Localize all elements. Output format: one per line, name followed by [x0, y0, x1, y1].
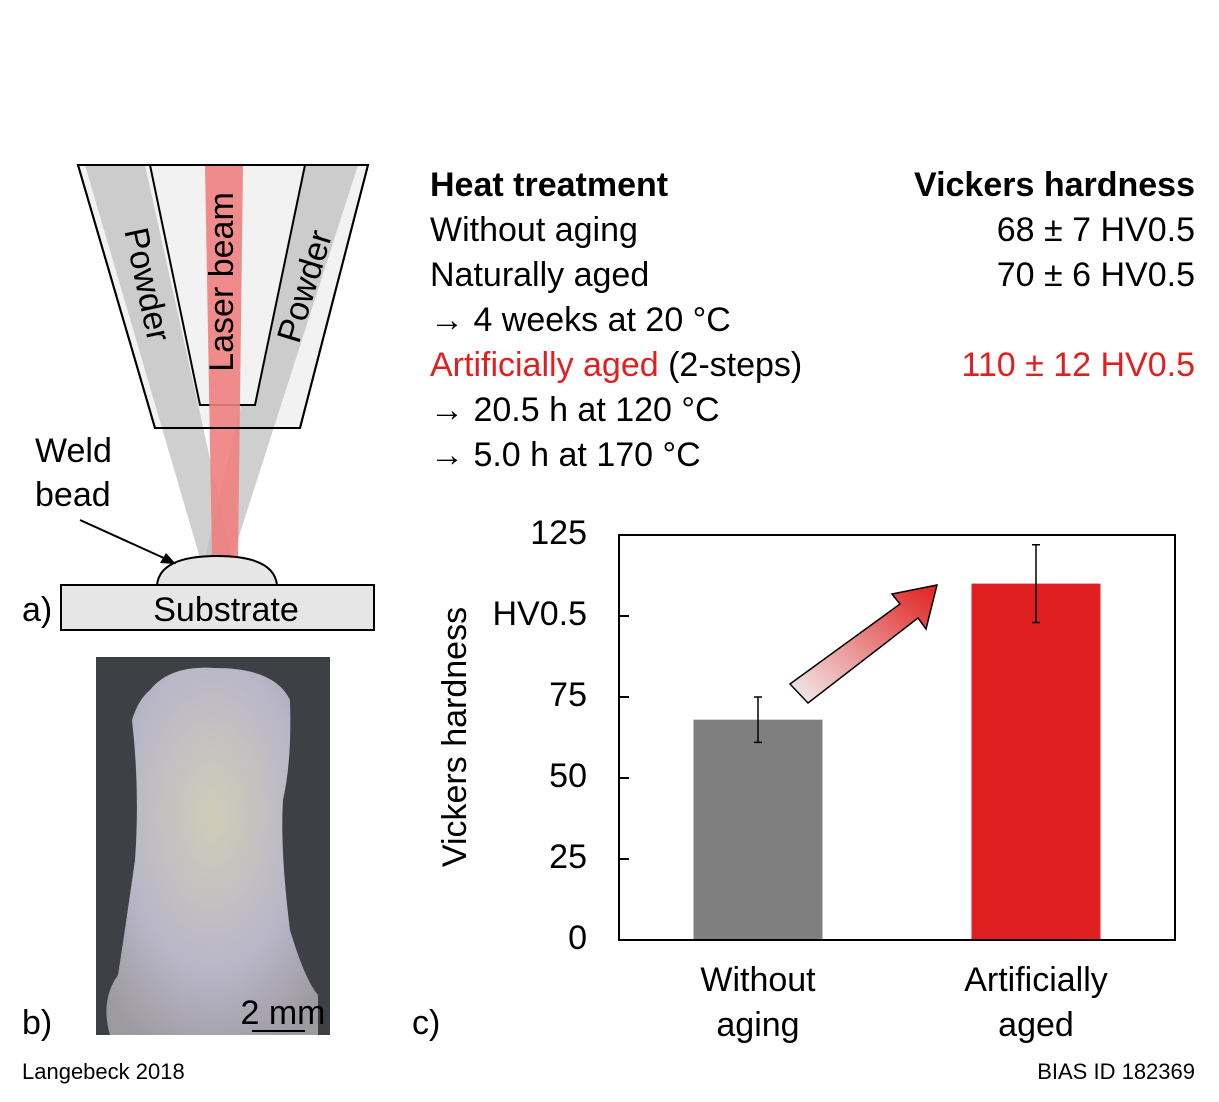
- y-axis-label: Vickers hardness: [436, 607, 474, 867]
- table-header: Vickers hardness: [914, 166, 1195, 204]
- panel-label: a): [22, 591, 52, 629]
- footer-right: BIAS ID 182369: [1037, 1059, 1195, 1084]
- micrograph: [96, 657, 330, 1035]
- step: → 20.5 h at 120 °C: [430, 391, 720, 429]
- bar: [971, 583, 1101, 940]
- weld-label: Weld: [35, 432, 112, 470]
- note: (2-steps): [668, 346, 803, 384]
- error-bar: [1032, 543, 1040, 624]
- table-header: Heat treatment: [430, 166, 669, 204]
- step: → 4 weeks at 20 °C: [430, 301, 731, 339]
- y-tick-label: 25: [549, 838, 587, 876]
- y-tick-label: 50: [549, 757, 587, 795]
- hardness: 68 ± 7 HV0.5: [996, 211, 1195, 249]
- error-bar: [754, 696, 762, 744]
- treatment-row: Artificially aged (2-steps): [430, 343, 802, 388]
- nozzle: [60, 164, 375, 631]
- bar-chart: 0 25 50 75 HV0.5 125: [493, 514, 1101, 957]
- treatment: Without aging: [430, 211, 638, 249]
- treatment: Naturally aged: [430, 256, 650, 294]
- scale-label: 2 mm: [241, 994, 326, 1032]
- y-tick-label: HV0.5: [493, 595, 588, 633]
- substrate-label: Substrate: [153, 591, 299, 629]
- step: → 5.0 h at 170 °C: [430, 436, 701, 474]
- trend-arrow: [788, 584, 939, 705]
- laser-label: Laser beam: [203, 192, 241, 372]
- bar: [693, 719, 823, 940]
- footer-left: Langebeck 2018: [22, 1059, 185, 1084]
- y-tick-label: 0: [568, 919, 587, 957]
- y-tick-label: 75: [549, 676, 587, 714]
- hardness: 110 ± 12 HV0.5: [961, 346, 1195, 384]
- panel-label: b): [22, 1004, 52, 1042]
- plot-frame: [618, 534, 1176, 941]
- x-tick-label: Artificially aged: [964, 961, 1108, 1044]
- weld-label: bead: [35, 476, 111, 514]
- treatment: Artificially aged: [430, 346, 659, 384]
- x-tick-label: Without aging: [700, 961, 816, 1044]
- panel-label: c): [412, 1004, 440, 1042]
- hardness: 70 ± 6 HV0.5: [996, 256, 1195, 294]
- y-tick-label: 125: [530, 514, 587, 552]
